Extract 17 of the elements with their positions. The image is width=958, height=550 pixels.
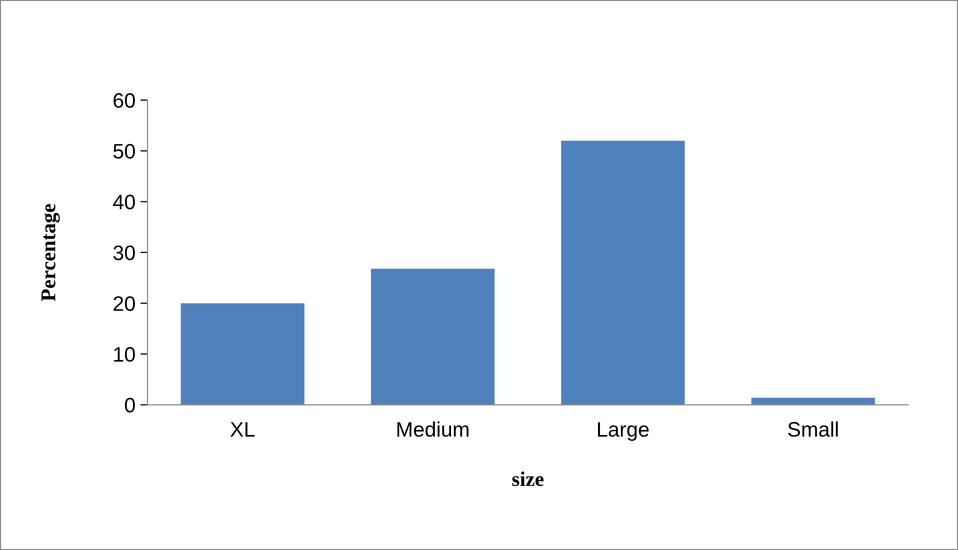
y-tick-label: 60 — [114, 93, 135, 108]
y-tick-label: 50 — [113, 144, 135, 159]
x-tick-label: Small — [788, 421, 838, 437]
bar — [180, 303, 304, 405]
bar — [751, 398, 875, 405]
y-tick-label: 0 — [124, 398, 135, 413]
y-tick-label: 10 — [114, 347, 135, 362]
y-tick-label: 40 — [113, 194, 135, 210]
y-tick-label: 30 — [113, 245, 135, 260]
bar — [370, 268, 495, 405]
y-axis-title: Percentage — [42, 204, 60, 302]
x-tick-label: Large — [598, 422, 649, 441]
x-tick-label: Medium — [397, 421, 468, 437]
x-axis-title: size — [512, 471, 544, 486]
x-tick-label: XL — [230, 422, 255, 437]
bar — [561, 140, 685, 405]
y-tick-label: 20 — [114, 296, 135, 311]
